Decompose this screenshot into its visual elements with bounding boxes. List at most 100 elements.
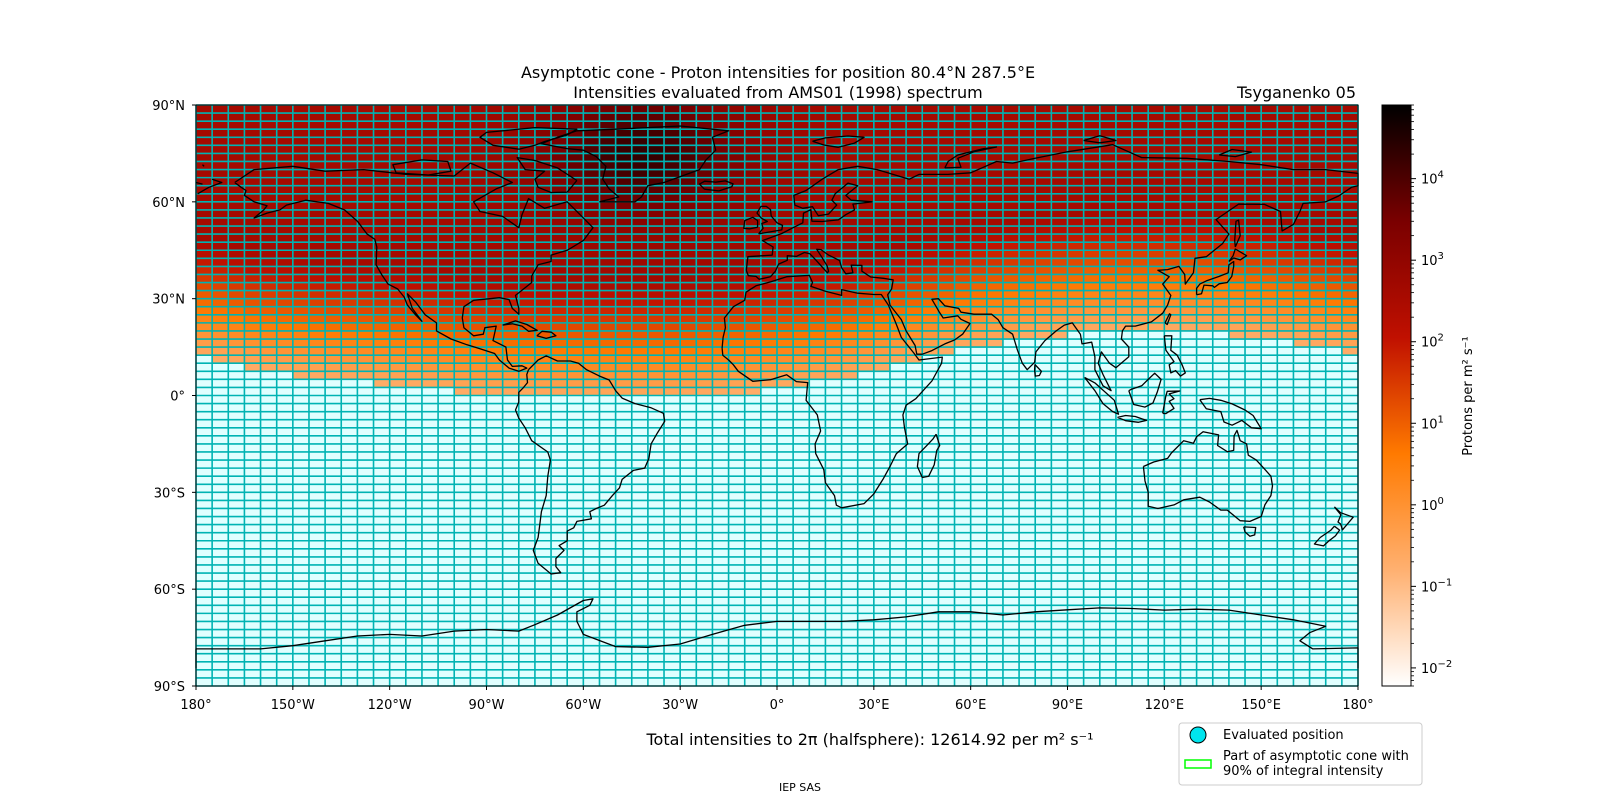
intensity-cell xyxy=(1132,234,1149,243)
intensity-cell xyxy=(1212,137,1230,146)
intensity-cell xyxy=(954,217,971,227)
intensity-cell xyxy=(744,258,762,267)
intensity-cell xyxy=(196,161,213,170)
intensity-cell xyxy=(308,226,326,235)
intensity-cell xyxy=(486,363,503,372)
y-tick-label: 30°S xyxy=(154,486,185,501)
intensity-cell xyxy=(292,274,310,283)
intensity-cell xyxy=(567,105,584,114)
intensity-cell xyxy=(760,339,778,348)
intensity-cell xyxy=(1148,242,1165,251)
intensity-cell xyxy=(567,339,584,348)
intensity-cell xyxy=(308,193,326,203)
intensity-cell xyxy=(518,298,536,307)
intensity-cell xyxy=(341,266,358,275)
intensity-cell xyxy=(518,137,536,146)
intensity-cell xyxy=(421,242,439,251)
intensity-cell xyxy=(647,387,665,396)
intensity-cell xyxy=(1293,274,1310,283)
intensity-cell xyxy=(696,153,713,162)
intensity-cell xyxy=(1019,105,1036,114)
intensity-cell xyxy=(970,258,988,267)
intensity-cell xyxy=(809,298,826,307)
intensity-cell xyxy=(889,330,907,340)
intensity-cell xyxy=(1002,298,1020,307)
intensity-cell xyxy=(664,113,681,122)
intensity-cell xyxy=(986,177,1004,186)
intensity-cell xyxy=(841,274,858,283)
intensity-cell xyxy=(873,201,891,211)
intensity-cell xyxy=(986,242,1004,251)
intensity-cell xyxy=(1099,185,1117,194)
intensity-cell xyxy=(454,242,471,251)
intensity-cell xyxy=(357,193,374,203)
intensity-cell xyxy=(1002,290,1020,299)
intensity-cell xyxy=(551,314,568,324)
intensity-cell xyxy=(744,242,762,251)
intensity-cell xyxy=(373,137,390,146)
intensity-cell xyxy=(873,314,891,324)
intensity-cell xyxy=(1341,129,1359,138)
intensity-cell xyxy=(373,339,390,348)
intensity-cell xyxy=(1277,137,1294,146)
intensity-cell xyxy=(212,161,229,170)
coastline-antarctica xyxy=(195,598,1359,669)
intensity-cell xyxy=(1132,193,1149,203)
intensity-cell xyxy=(1019,234,1036,243)
intensity-cell xyxy=(518,217,536,227)
intensity-cell xyxy=(906,347,923,356)
intensity-cell xyxy=(906,185,923,194)
intensity-cell xyxy=(373,105,390,114)
intensity-cell xyxy=(1067,201,1084,211)
intensity-cell xyxy=(470,121,487,130)
intensity-cell xyxy=(1309,290,1326,299)
chart-title: Asymptotic cone - Proton intensities for… xyxy=(521,63,1035,82)
intensity-cell xyxy=(389,161,407,170)
intensity-cell xyxy=(696,250,713,259)
intensity-cell xyxy=(470,298,487,307)
intensity-cell xyxy=(438,121,455,130)
intensity-cell xyxy=(470,185,487,194)
coastline-aleutians-west xyxy=(195,181,203,185)
intensity-cell xyxy=(292,169,310,178)
x-tick-label: 120°E xyxy=(1145,698,1185,713)
intensity-cell xyxy=(244,113,261,122)
intensity-cell xyxy=(809,201,826,211)
intensity-cell xyxy=(825,145,842,154)
intensity-cell xyxy=(1212,177,1230,186)
intensity-cell xyxy=(906,105,923,114)
intensity-cell xyxy=(1196,250,1213,259)
intensity-cell xyxy=(631,145,649,154)
intensity-cell xyxy=(712,258,729,267)
intensity-cell xyxy=(438,209,455,219)
intensity-cell xyxy=(325,274,342,283)
intensity-cell xyxy=(664,145,681,154)
intensity-cell xyxy=(276,113,294,122)
intensity-cell xyxy=(922,185,939,194)
intensity-cell xyxy=(906,258,923,267)
intensity-cell xyxy=(341,274,358,283)
intensity-cell xyxy=(696,258,713,267)
intensity-cell xyxy=(873,129,891,138)
intensity-cell xyxy=(389,193,407,203)
intensity-cell xyxy=(777,322,794,332)
intensity-cell xyxy=(1164,274,1181,283)
intensity-cell xyxy=(1228,274,1246,283)
intensity-cell xyxy=(615,258,632,267)
intensity-cell xyxy=(1180,209,1197,219)
intensity-cell xyxy=(1277,250,1294,259)
intensity-cell xyxy=(1245,209,1262,219)
intensity-cell xyxy=(1067,290,1084,299)
intensity-cell xyxy=(308,145,326,154)
x-axis: 180° 150°W 120°W 90°W 60°W 30°W 0° 30°E 60°E 90°E… xyxy=(180,686,1374,713)
intensity-cell xyxy=(583,274,600,283)
intensity-cell xyxy=(276,242,294,251)
intensity-cell xyxy=(502,161,519,170)
intensity-cell xyxy=(1180,250,1197,259)
intensity-cell xyxy=(1002,201,1020,211)
intensity-cell xyxy=(744,209,762,219)
intensity-cell xyxy=(470,266,487,275)
coastline-greenland xyxy=(540,125,730,203)
intensity-cell xyxy=(889,161,907,170)
intensity-cell xyxy=(341,121,358,130)
